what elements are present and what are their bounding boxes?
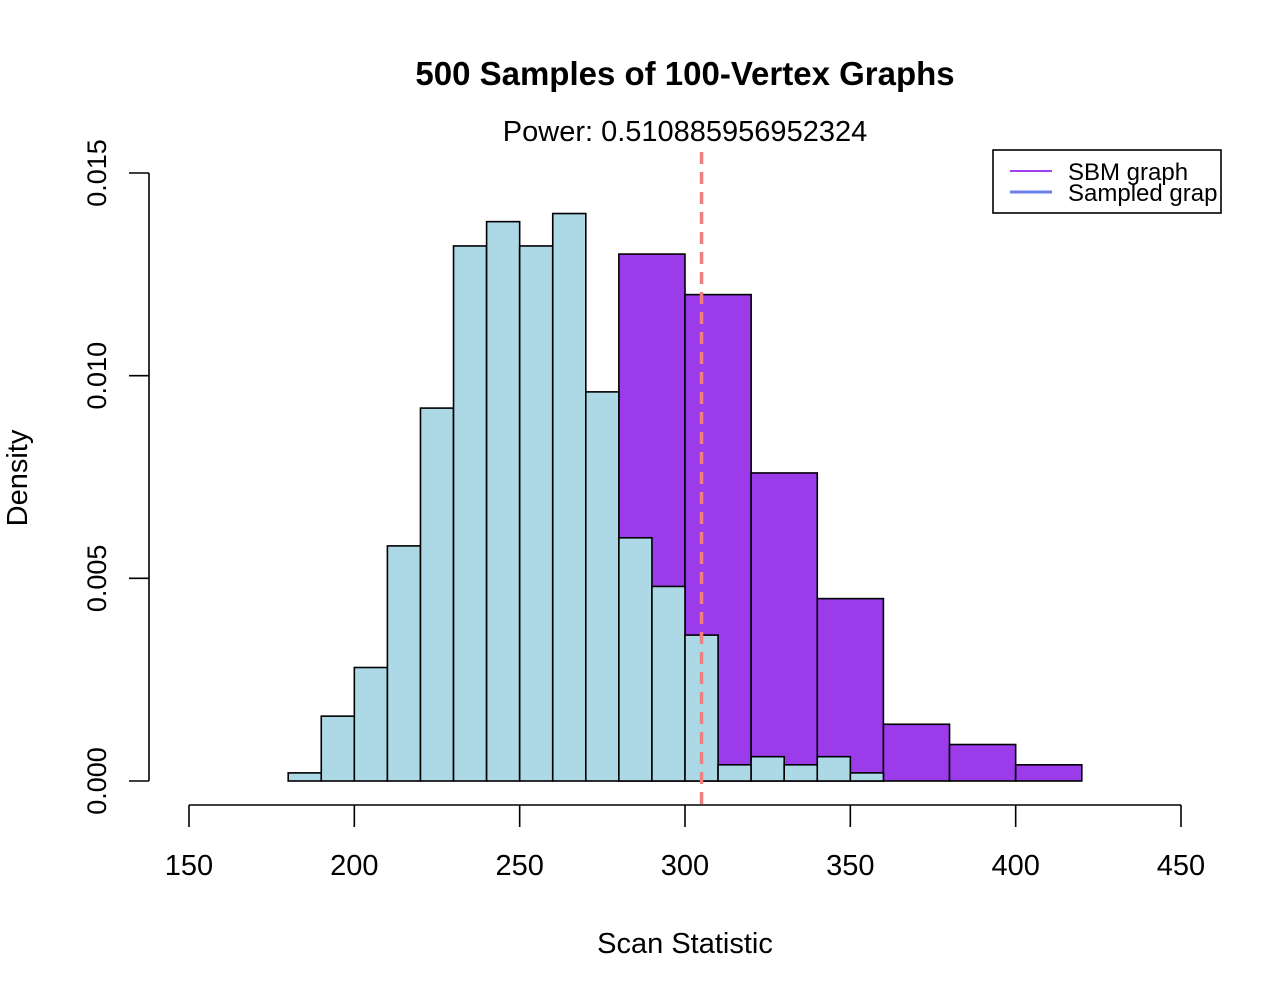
x-tick-label-350: 350 xyxy=(826,850,874,882)
bar-sampled-graph-320-330 xyxy=(750,755,786,782)
bar-sbm-graph-380-400 xyxy=(948,743,1017,782)
bar-sbm-graph-400-420 xyxy=(1014,763,1083,782)
x-tick-label-250: 250 xyxy=(495,850,543,882)
bar-sampled-graph-330-340 xyxy=(783,763,819,782)
bar-sampled-graph-310-320 xyxy=(717,763,752,782)
x-axis-label: Scan Statistic xyxy=(597,928,773,960)
chart-title: 500 Samples of 100-Vertex Graphs xyxy=(415,55,954,92)
y-tick-label-0.010: 0.010 xyxy=(82,342,112,410)
bar-sbm-graph-340-360 xyxy=(816,597,885,782)
x-tick-label-300: 300 xyxy=(661,850,709,882)
bar-sampled-graph-250-260 xyxy=(518,245,554,782)
x-tick-label-400: 400 xyxy=(991,850,1039,882)
y-axis: 0.000 0.005 0.010 0.015 xyxy=(82,139,150,815)
bar-sampled-graph-350-360 xyxy=(849,772,885,782)
bar-sampled-graph-280-290 xyxy=(618,536,653,782)
x-tick-label-200: 200 xyxy=(330,850,378,882)
y-axis-label: Density xyxy=(2,429,34,526)
x-tick-label-450: 450 xyxy=(1157,850,1205,882)
legend-label-sampled-graph: Sampled grap xyxy=(1068,180,1217,207)
y-tick-label-0.000: 0.000 xyxy=(82,747,112,815)
bar-sampled-graph-230-240 xyxy=(452,245,488,782)
bar-sampled-graph-190-200 xyxy=(320,715,356,782)
x-tick-label-150: 150 xyxy=(165,850,213,882)
x-axis: 150 200 250 300 350 400 450 xyxy=(165,804,1205,882)
bar-sbm-graph-320-340 xyxy=(750,472,819,782)
bar-sampled-graph-210-220 xyxy=(386,545,422,782)
bar-sampled-graph-290-300 xyxy=(651,585,686,782)
legend-label-sbm-graph: SBM graph xyxy=(1068,159,1188,186)
bar-sampled-graph-220-230 xyxy=(419,407,455,782)
bar-sampled-graph-240-250 xyxy=(485,220,521,782)
bar-sampled-graph-260-270 xyxy=(551,212,587,782)
sampled-graph-bars xyxy=(287,212,885,782)
legend-box xyxy=(992,149,1222,214)
bar-sampled-graph-180-190 xyxy=(287,772,323,782)
bar-sampled-graph-270-280 xyxy=(584,391,620,782)
bar-sampled-graph-200-210 xyxy=(353,666,389,782)
bar-sampled-graph-340-350 xyxy=(816,755,852,782)
bar-sbm-graph-360-380 xyxy=(882,723,951,782)
y-tick-label-0.015: 0.015 xyxy=(82,139,112,207)
chart-subtitle: Power: 0.510885956952324 xyxy=(503,116,867,148)
y-tick-label-0.005: 0.005 xyxy=(82,545,112,613)
legend: SBM graph Sampled grap xyxy=(992,149,1222,214)
